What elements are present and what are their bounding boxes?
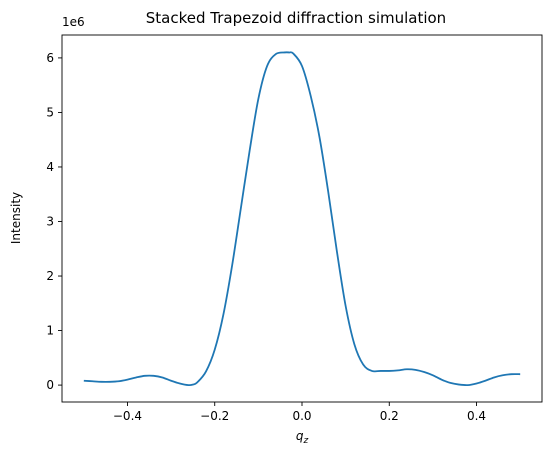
y-tick-label: 0 bbox=[46, 378, 54, 392]
axes-frame bbox=[61, 34, 543, 403]
y-offset-label: 1e6 bbox=[62, 15, 85, 29]
y-tick-label: 2 bbox=[46, 269, 54, 283]
y-tick-label: 1 bbox=[46, 324, 54, 338]
y-tick-label: 3 bbox=[46, 214, 54, 228]
series-line bbox=[83, 51, 521, 387]
x-axis-label-main: q bbox=[296, 429, 304, 443]
plot-area bbox=[83, 51, 521, 387]
x-tick-label: −0.2 bbox=[200, 409, 229, 423]
x-axis: −0.4 −0.2 0.0 0.2 0.4 bbox=[113, 402, 486, 423]
x-tick-label: 0.0 bbox=[292, 409, 311, 423]
x-tick-label: 0.4 bbox=[467, 409, 486, 423]
y-axis-label: Intensity bbox=[9, 192, 23, 244]
x-axis-label-sub: z bbox=[302, 436, 308, 446]
chart-title: Stacked Trapezoid diffraction simulation bbox=[146, 9, 446, 27]
y-axis: 0 1 2 3 4 5 6 bbox=[46, 51, 62, 392]
y-tick-label: 5 bbox=[46, 105, 54, 119]
x-axis-label: qz bbox=[296, 429, 309, 446]
x-tick-label: 0.2 bbox=[380, 409, 399, 423]
y-tick-label: 6 bbox=[46, 51, 54, 65]
x-tick-label: −0.4 bbox=[113, 409, 142, 423]
y-tick-label: 4 bbox=[46, 160, 54, 174]
